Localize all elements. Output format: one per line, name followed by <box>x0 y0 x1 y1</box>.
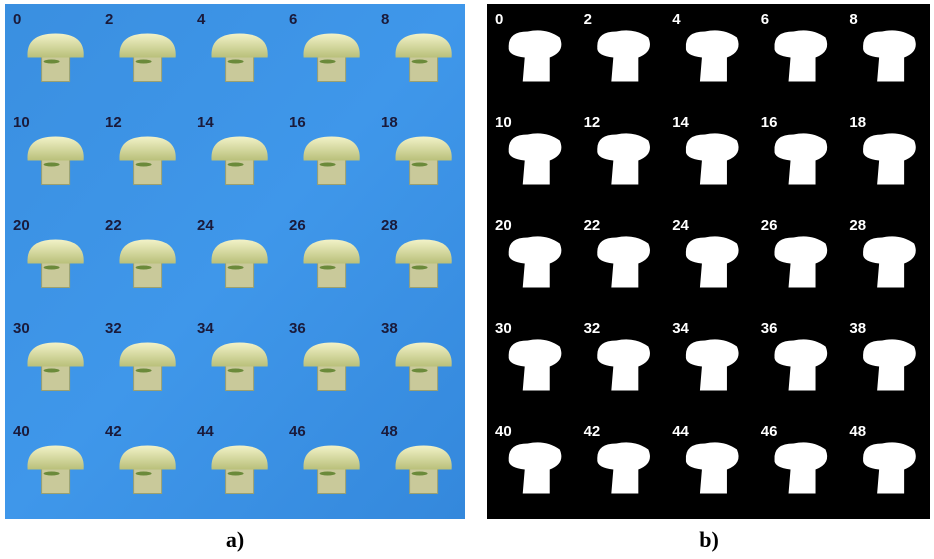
frame-label: 26 <box>761 217 778 234</box>
frame-label: 14 <box>672 114 689 131</box>
frame-label: 10 <box>13 114 30 131</box>
frame-label: 48 <box>849 423 866 440</box>
frame-label: 28 <box>381 217 398 234</box>
frame-label: 0 <box>13 11 21 28</box>
frame-label: 48 <box>381 423 398 440</box>
frame-label: 40 <box>495 423 512 440</box>
frame-label: 4 <box>197 11 206 28</box>
mushroom-gill <box>228 369 244 373</box>
frame-label: 14 <box>197 114 214 131</box>
frame-label: 34 <box>672 320 689 337</box>
caption-a: a) <box>226 527 244 552</box>
frame-label: 46 <box>761 423 778 440</box>
frame-label: 16 <box>289 114 306 131</box>
frame-label: 24 <box>197 217 214 234</box>
frame-label: 28 <box>849 217 866 234</box>
frame-label: 12 <box>105 114 122 131</box>
frame-label: 30 <box>13 320 30 337</box>
frame-label: 38 <box>849 320 866 337</box>
frame-label: 30 <box>495 320 512 337</box>
frame-label: 44 <box>672 423 689 440</box>
mushroom-gill <box>44 369 60 373</box>
frame-label: 38 <box>381 320 398 337</box>
figure: a) b) 0246810121416182022242628303234363… <box>0 0 934 559</box>
frame-label: 32 <box>105 320 122 337</box>
mushroom-gill <box>412 266 428 270</box>
frame-label: 34 <box>197 320 214 337</box>
mushroom-gill <box>320 163 336 167</box>
mushroom-gill <box>136 472 152 476</box>
frame-label: 26 <box>289 217 306 234</box>
mushroom-gill <box>228 163 244 167</box>
mushroom-gill <box>136 266 152 270</box>
frame-label: 40 <box>13 423 30 440</box>
frame-label: 2 <box>105 11 113 28</box>
frame-label: 24 <box>672 217 689 234</box>
frame-label: 10 <box>495 114 512 131</box>
mushroom-gill <box>136 163 152 167</box>
mushroom-gill <box>320 369 336 373</box>
caption-b: b) <box>699 527 719 552</box>
mushroom-gill <box>228 60 244 64</box>
mushroom-gill <box>320 60 336 64</box>
mushroom-gill <box>44 60 60 64</box>
frame-label: 20 <box>495 217 512 234</box>
mushroom-gill <box>412 60 428 64</box>
mushroom-gill <box>44 266 60 270</box>
mushroom-gill <box>412 369 428 373</box>
frame-label: 6 <box>289 11 297 28</box>
frame-label: 18 <box>381 114 398 131</box>
mushroom-gill <box>228 472 244 476</box>
mushroom-gill <box>320 266 336 270</box>
mushroom-gill <box>44 163 60 167</box>
mushroom-gill <box>228 266 244 270</box>
mushroom-gill <box>44 472 60 476</box>
frame-label: 8 <box>381 11 389 28</box>
frame-label: 42 <box>584 423 601 440</box>
mushroom-gill <box>136 60 152 64</box>
frame-label: 4 <box>672 11 681 28</box>
frame-label: 44 <box>197 423 214 440</box>
mushroom-gill <box>412 472 428 476</box>
frame-label: 2 <box>584 11 592 28</box>
mushroom-gill <box>136 369 152 373</box>
frame-label: 22 <box>105 217 122 234</box>
frame-label: 20 <box>13 217 30 234</box>
frame-label: 22 <box>584 217 601 234</box>
frame-label: 0 <box>495 11 503 28</box>
frame-label: 12 <box>584 114 601 131</box>
frame-label: 6 <box>761 11 769 28</box>
frame-label: 32 <box>584 320 601 337</box>
frame-label: 18 <box>849 114 866 131</box>
frame-label: 46 <box>289 423 306 440</box>
frame-label: 36 <box>289 320 306 337</box>
frame-label: 42 <box>105 423 122 440</box>
frame-label: 16 <box>761 114 778 131</box>
mushroom-gill <box>320 472 336 476</box>
frame-label: 36 <box>761 320 778 337</box>
frame-label: 8 <box>849 11 857 28</box>
mushroom-gill <box>412 163 428 167</box>
